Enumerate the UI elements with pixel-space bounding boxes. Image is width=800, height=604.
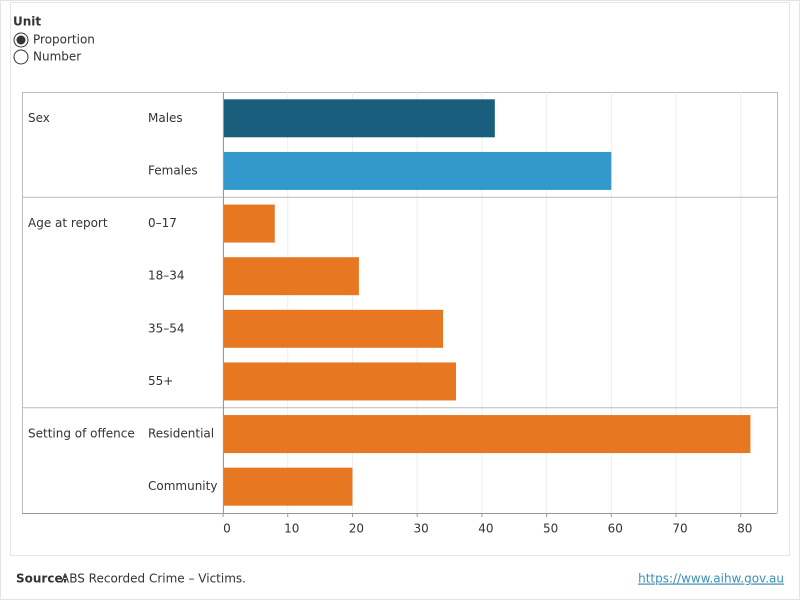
category-label: Males (148, 111, 183, 125)
bar (223, 204, 275, 243)
x-tick-label: 80 (737, 522, 752, 536)
bar (223, 99, 495, 138)
source-text: ABS Recorded Crime – Victims. (61, 572, 246, 586)
group-label: Age at report (28, 216, 108, 230)
link[interactable]: https://www.aihw.gov.au (638, 572, 784, 586)
radio-button[interactable] (13, 49, 29, 65)
category-label: Community (148, 479, 217, 493)
x-tick-label: 0 (223, 522, 231, 536)
radio-label[interactable]: Number (33, 50, 81, 64)
group-label: Setting of offence (28, 427, 135, 441)
filter-label: Unit (13, 15, 41, 29)
x-tick-label: 70 (672, 522, 687, 536)
category-label: 55+ (148, 374, 173, 388)
bar (223, 309, 444, 348)
radio-dot (16, 35, 26, 45)
bar (223, 362, 456, 401)
category-label: Residential (148, 427, 214, 441)
source-label: Source: (16, 572, 67, 586)
x-tick-label: 60 (608, 522, 623, 536)
bar (223, 257, 359, 296)
x-tick-label: 10 (284, 522, 299, 536)
radio-label[interactable]: Proportion (33, 33, 95, 47)
group-label: Sex (28, 111, 50, 125)
x-tick-label: 30 (414, 522, 429, 536)
category-label: 35–54 (148, 321, 185, 335)
category-label: 18–34 (148, 269, 185, 283)
chart-panel (10, 2, 790, 556)
x-tick-label: 40 (478, 522, 493, 536)
x-tick-label: 20 (349, 522, 364, 536)
category-label: Females (148, 163, 198, 177)
bar (223, 151, 612, 190)
bar (223, 415, 751, 454)
category-label: 0–17 (148, 216, 177, 230)
bar (223, 467, 353, 506)
x-tick-label: 50 (543, 522, 558, 536)
